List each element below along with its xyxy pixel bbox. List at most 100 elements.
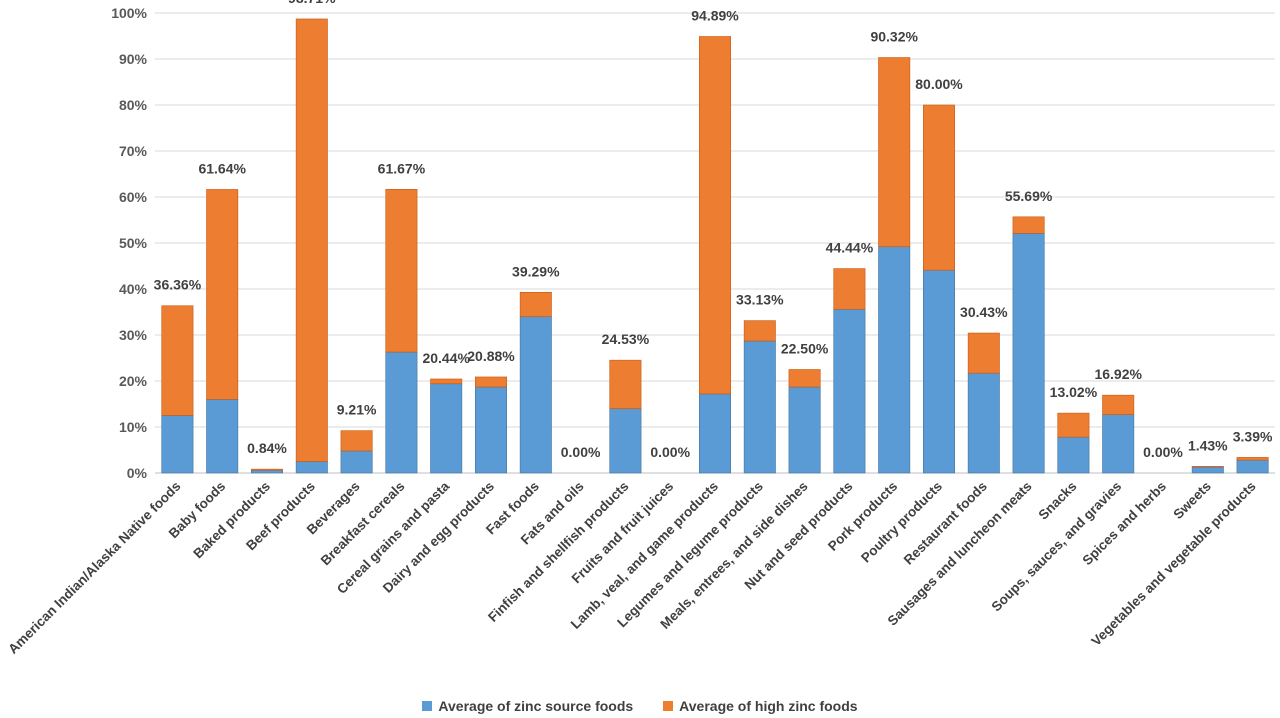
data-label-total: 90.32% — [870, 29, 918, 45]
data-label-total: 20.44% — [422, 350, 470, 366]
bar-high-zinc[interactable] — [609, 359, 642, 409]
y-tick-label: 10% — [119, 419, 148, 435]
data-label-total: 22.50% — [781, 341, 829, 357]
data-label-total: 24.53% — [602, 331, 650, 347]
data-labels: 36.36% 61.64% 0.84% 98.71% 9.21% 61.67% 20.44%… — [154, 0, 1273, 460]
y-tick-label: 80% — [119, 97, 148, 113]
data-label-total: 33.13% — [736, 292, 784, 308]
y-tick-label: 40% — [119, 281, 148, 297]
bar-zinc-source[interactable] — [1236, 459, 1269, 474]
bar-zinc-source[interactable] — [743, 340, 776, 474]
legend-swatch-zinc-source — [422, 701, 433, 711]
bar-high-zinc[interactable] — [923, 104, 955, 271]
bar-zinc-source[interactable] — [1057, 436, 1090, 474]
legend-item-high-zinc[interactable]: Average of high zinc foods — [663, 698, 858, 714]
bar-high-zinc[interactable] — [475, 376, 507, 388]
data-label-total: 13.02% — [1050, 384, 1098, 400]
bar-zinc-source[interactable] — [1012, 233, 1045, 474]
bar-high-zinc[interactable] — [1057, 412, 1090, 438]
bar-zinc-source[interactable] — [1191, 466, 1224, 474]
bars — [161, 18, 1269, 474]
legend-item-zinc-source[interactable]: Average of zinc source foods — [422, 698, 633, 714]
data-label-total: 94.89% — [691, 8, 739, 24]
bar-zinc-source[interactable] — [878, 246, 911, 474]
bar-high-zinc[interactable] — [967, 332, 1000, 374]
data-label-total: 44.44% — [826, 240, 874, 256]
bar-zinc-source[interactable] — [609, 408, 642, 474]
bar-zinc-source[interactable] — [475, 386, 507, 474]
bar-high-zinc[interactable] — [1236, 457, 1269, 461]
bar-high-zinc[interactable] — [878, 57, 911, 247]
stacked-bar-chart: 0% 10% 20% 30% 40% 50% 60% 70% 80% 90% 100% 36.36%… — [5, 0, 1275, 657]
bar-high-zinc[interactable] — [743, 320, 776, 342]
data-label-total: 20.88% — [467, 348, 515, 364]
bar-high-zinc[interactable] — [251, 468, 283, 471]
bar-high-zinc[interactable] — [430, 378, 463, 385]
bar-zinc-source[interactable] — [923, 269, 955, 474]
x-tick-label: Poultry products — [858, 479, 945, 566]
bar-high-zinc[interactable] — [1191, 466, 1224, 468]
bar-zinc-source[interactable] — [251, 469, 283, 474]
y-tick-label: 60% — [119, 189, 148, 205]
bar-zinc-source[interactable] — [385, 351, 418, 474]
bar-zinc-source[interactable] — [430, 383, 463, 474]
x-axis: American Indian/Alaska Native foodsBaby … — [5, 478, 1258, 657]
data-label-total: 9.21% — [337, 402, 377, 418]
bar-high-zinc[interactable] — [833, 268, 866, 310]
data-label-total: 3.39% — [1233, 428, 1273, 444]
x-tick-label: Vegetables and vegetable products — [1088, 479, 1258, 649]
bar-zinc-source[interactable] — [340, 450, 373, 474]
y-tick-label: 0% — [127, 465, 148, 481]
bar-zinc-source[interactable] — [206, 399, 239, 474]
x-tick-label: Sweets — [1170, 479, 1214, 523]
x-tick-label: American Indian/Alaska Native foods — [5, 479, 183, 657]
data-label-total: 98.71% — [288, 0, 336, 6]
x-tick-label: Restaurant foods — [901, 479, 990, 568]
bar-zinc-source[interactable] — [519, 316, 552, 474]
bar-zinc-source[interactable] — [295, 461, 328, 474]
bar-high-zinc[interactable] — [385, 189, 418, 353]
data-label-total: 80.00% — [915, 76, 963, 92]
bar-high-zinc[interactable] — [295, 18, 328, 462]
y-tick-label: 70% — [119, 143, 148, 159]
data-label-total: 36.36% — [154, 277, 202, 293]
bar-high-zinc[interactable] — [519, 291, 552, 317]
data-label-total: 61.64% — [198, 160, 246, 176]
y-tick-label: 20% — [119, 373, 148, 389]
bar-high-zinc[interactable] — [1102, 394, 1135, 415]
y-tick-label: 100% — [111, 5, 147, 21]
bar-high-zinc[interactable] — [161, 305, 194, 416]
data-label-total: 0.84% — [247, 440, 287, 456]
bar-high-zinc[interactable] — [699, 36, 731, 395]
data-label-total: 0.00% — [650, 444, 690, 460]
data-label-total: 39.29% — [512, 263, 560, 279]
bar-zinc-source[interactable] — [967, 372, 1000, 474]
data-label-total: 61.67% — [378, 160, 426, 176]
data-label-total: 55.69% — [1005, 188, 1053, 204]
legend-label-high-zinc: Average of high zinc foods — [679, 698, 858, 714]
bar-high-zinc[interactable] — [340, 430, 373, 452]
legend-label-zinc-source: Average of zinc source foods — [438, 698, 634, 714]
bar-zinc-source[interactable] — [699, 393, 731, 474]
x-tick-label: Breakfast cereals — [318, 479, 408, 569]
data-label-total: 0.00% — [561, 444, 601, 460]
legend-swatch-high-zinc — [663, 701, 674, 711]
x-tick-label: Spices and herbs — [1079, 479, 1169, 569]
data-label-total: 1.43% — [1188, 437, 1228, 453]
bar-zinc-source[interactable] — [788, 386, 821, 474]
y-tick-label: 30% — [119, 327, 148, 343]
x-tick-label: Snacks — [1035, 479, 1079, 523]
data-label-total: 30.43% — [960, 304, 1008, 320]
bar-high-zinc[interactable] — [206, 189, 239, 400]
bar-zinc-source[interactable] — [161, 415, 194, 474]
bar-zinc-source[interactable] — [833, 308, 866, 474]
x-tick-label: Baked products — [190, 479, 273, 562]
bar-high-zinc[interactable] — [788, 369, 821, 388]
data-label-total: 0.00% — [1143, 444, 1183, 460]
data-label-total: 16.92% — [1094, 366, 1142, 382]
legend: Average of zinc source foods Average of … — [0, 698, 1280, 714]
bar-high-zinc[interactable] — [1012, 216, 1045, 234]
bar-zinc-source[interactable] — [1102, 414, 1135, 474]
y-tick-label: 50% — [119, 235, 148, 251]
y-tick-label: 90% — [119, 51, 148, 67]
